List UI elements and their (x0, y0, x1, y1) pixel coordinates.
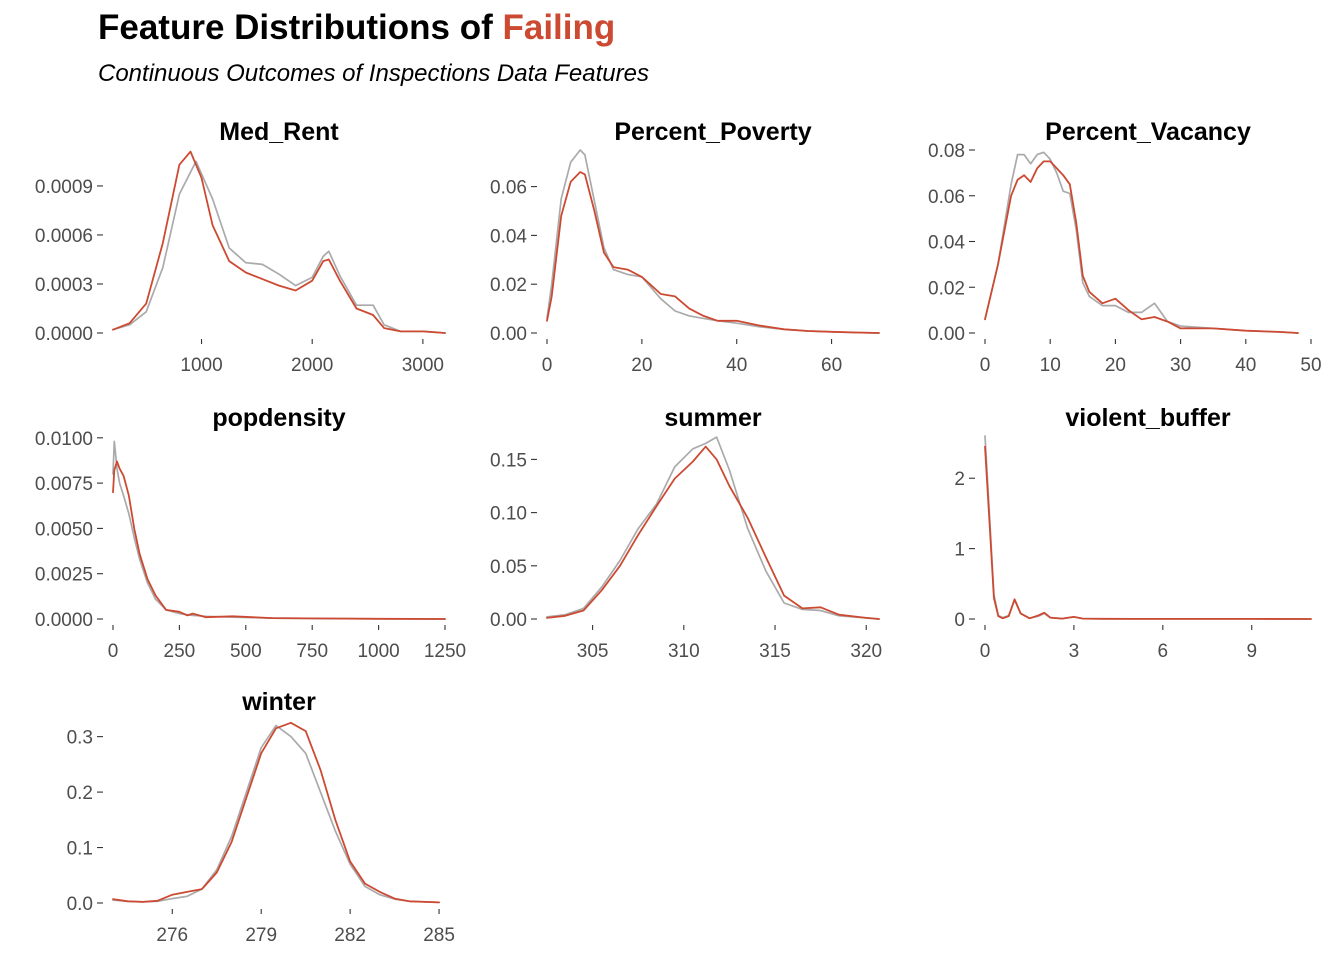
y-tick-label: 1 (954, 540, 965, 561)
panel-title: Percent_Vacancy (1045, 118, 1251, 146)
density-line-other (546, 149, 880, 334)
panel-title: violent_buffer (1065, 404, 1231, 432)
density-line-failing (112, 460, 446, 620)
chart-title: Feature Distributions of Failing (98, 8, 615, 48)
x-tick-label: 20 (631, 355, 652, 376)
chart-subtitle: Continuous Outcomes of Inspections Data … (98, 60, 649, 87)
x-tick-label: 0 (980, 641, 991, 662)
y-tick-label: 0.05 (490, 557, 527, 578)
y-tick-label: 0.06 (928, 187, 965, 208)
x-tick-label: 30 (1170, 355, 1191, 376)
x-tick-label: 285 (423, 925, 455, 946)
x-tick-label: 2000 (291, 355, 333, 376)
panel-title: winter (241, 688, 316, 716)
x-tick-label: 320 (850, 641, 882, 662)
x-tick-label: 40 (1235, 355, 1256, 376)
density-line-failing (112, 721, 441, 904)
x-tick-label: 10 (1040, 355, 1061, 376)
y-tick-label: 0.06 (490, 178, 527, 199)
facet-panel-summer: summer 0.00 0.05 0.10 0.15 305 310 315 320 (490, 404, 882, 662)
x-tick-label: 60 (821, 355, 842, 376)
x-tick-label: 250 (164, 641, 196, 662)
density-line-other (112, 440, 446, 620)
facet-panel-winter: winter 0.0 0.1 0.2 0.3 276 279 282 285 (67, 688, 455, 946)
y-tick-label: 0.0075 (35, 474, 93, 495)
density-line-failing (546, 171, 880, 334)
panel-title: Percent_Poverty (614, 118, 811, 146)
y-tick-label: 0.0000 (35, 610, 93, 631)
facet-panel-popdensity: popdensity 0.0000 0.0025 0.0050 0.0075 0.0100… (35, 404, 466, 662)
x-tick-label: 3000 (402, 355, 444, 376)
density-line-other (984, 435, 1312, 620)
x-tick-label: 9 (1246, 641, 1257, 662)
y-tick-label: 0.15 (490, 450, 527, 471)
y-tick-label: 0.00 (490, 610, 527, 631)
x-tick-label: 305 (577, 641, 609, 662)
y-tick-label: 0 (954, 610, 965, 631)
y-tick-label: 0.0025 (35, 565, 93, 586)
x-tick-label: 750 (296, 641, 328, 662)
x-tick-label: 0 (980, 355, 991, 376)
density-line-other (112, 160, 446, 334)
density-line-failing (984, 445, 1312, 620)
y-tick-label: 0.00 (928, 324, 965, 345)
x-tick-label: 20 (1105, 355, 1126, 376)
y-tick-label: 2 (954, 469, 965, 490)
facet-panel-percent-poverty: Percent_Poverty 0.00 0.02 0.04 0.06 0 20 40 60 (490, 118, 880, 376)
density-line-other (112, 724, 440, 904)
y-tick-label: 0.0050 (35, 519, 93, 540)
x-tick-label: 279 (245, 925, 277, 946)
density-line-failing (984, 160, 1299, 334)
y-tick-label: 0.04 (928, 233, 965, 254)
panel-title: popdensity (212, 404, 345, 432)
x-tick-label: 50 (1300, 355, 1321, 376)
y-tick-label: 0.0003 (35, 275, 93, 296)
panel-title: summer (664, 404, 762, 432)
x-tick-label: 1250 (424, 641, 466, 662)
y-tick-label: 0.1 (67, 839, 93, 860)
y-tick-label: 0.0000 (35, 324, 93, 345)
facet-panel-violent-buffer: violent_buffer 0 1 2 0 3 6 9 (954, 404, 1312, 662)
y-tick-label: 0.00 (490, 324, 527, 345)
y-tick-label: 0.08 (928, 141, 965, 162)
y-tick-label: 0.04 (490, 226, 527, 247)
y-tick-label: 0.3 (67, 728, 93, 749)
y-tick-label: 0.0 (67, 894, 93, 915)
x-tick-label: 0 (542, 355, 553, 376)
x-tick-label: 315 (759, 641, 791, 662)
facet-panel-med-rent: Med_Rent 0.0000 0.0003 0.0006 0.0009 1000 2000… (35, 118, 446, 376)
density-line-failing (112, 150, 446, 334)
chart-title-highlight: Failing (502, 8, 616, 47)
x-tick-label: 282 (334, 925, 366, 946)
x-tick-label: 6 (1158, 641, 1169, 662)
y-tick-label: 0.0006 (35, 226, 93, 247)
y-tick-label: 0.2 (67, 783, 93, 804)
x-tick-label: 40 (726, 355, 747, 376)
x-tick-label: 1000 (180, 355, 222, 376)
y-tick-label: 0.02 (490, 275, 527, 296)
x-tick-label: 310 (668, 641, 700, 662)
x-tick-label: 276 (156, 925, 188, 946)
y-tick-label: 0.0009 (35, 177, 93, 198)
x-tick-label: 1000 (357, 641, 399, 662)
y-tick-label: 0.02 (928, 278, 965, 299)
density-line-other (546, 436, 880, 620)
x-tick-label: 0 (108, 641, 119, 662)
x-tick-label: 3 (1069, 641, 1080, 662)
y-tick-label: 0.10 (490, 504, 527, 525)
facet-panel-percent-vacancy: Percent_Vacancy 0.00 0.02 0.04 0.06 0.08 0 10 20… (928, 118, 1322, 376)
panel-title: Med_Rent (219, 118, 339, 146)
x-tick-label: 500 (230, 641, 262, 662)
chart-title-prefix: Feature Distributions of (98, 8, 503, 47)
y-tick-label: 0.0100 (35, 429, 93, 450)
density-line-failing (546, 445, 880, 620)
